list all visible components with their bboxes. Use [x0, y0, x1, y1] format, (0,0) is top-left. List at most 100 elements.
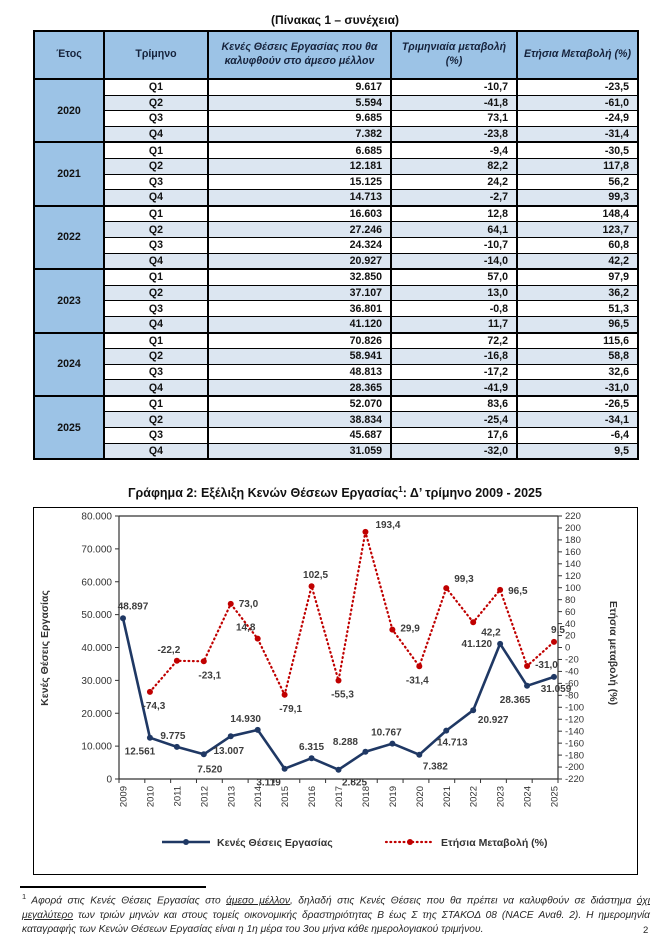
- table-row: 2022 Q1 16.603 12,8 148,4: [33, 204, 639, 270]
- table-row: Q4 31.059 -32,0 9,5: [34, 442, 639, 460]
- value-cell: 123,7: [516, 221, 639, 238]
- quarter-cell: Q2: [103, 221, 209, 238]
- right-axis-tick-label: -140: [565, 726, 584, 737]
- value-cell: 7.382: [207, 125, 392, 143]
- value-cell: 64,1: [390, 221, 518, 238]
- quarter-cell: Q3: [103, 363, 209, 381]
- value-cell: 58,8: [516, 348, 639, 365]
- right-axis-tick-label: 180: [565, 535, 581, 546]
- value-cell: 36.801: [207, 300, 392, 317]
- right-axis-tick-label: 120: [565, 571, 581, 582]
- data-point: [497, 640, 504, 647]
- value-cell: -16,8: [390, 348, 518, 365]
- table-body: 2020 Q1 9.617 -10,7 -23,5 Q2 5.594 -41,8 -61,0 Q3…: [33, 77, 639, 460]
- data-label: 7.520: [197, 764, 222, 775]
- data-point: [443, 585, 450, 592]
- value-cell: -9,4: [390, 141, 518, 159]
- x-axis-label: 2019: [388, 786, 399, 807]
- x-axis-label: 2012: [199, 786, 210, 807]
- data-label: -55,3: [331, 690, 354, 701]
- value-cell: 45.687: [207, 427, 392, 444]
- table-row: 2024 Q1 70.826 72,2 115,6: [33, 331, 639, 397]
- data-point: [497, 586, 504, 593]
- right-axis-tick-label: 100: [565, 583, 581, 594]
- quarter-cell: Q4: [103, 442, 209, 460]
- value-cell: 41.120: [207, 315, 392, 334]
- footnote-marker: 1: [22, 892, 27, 901]
- data-label: -23,1: [198, 670, 221, 681]
- value-cell: 28.365: [207, 379, 392, 397]
- right-axis-tick-label: -120: [565, 714, 584, 725]
- value-cell: 17,6: [390, 427, 518, 444]
- year-cell: 2023: [33, 268, 105, 334]
- right-axis-ticks: 220200180160140120100806040200-20-40-60-…: [558, 511, 584, 785]
- chart-legend: Κενές Θέσεις Εργασίας Ετήσια Μεταβολή (%): [162, 837, 547, 849]
- value-cell: 96,5: [516, 315, 639, 334]
- data-point: [443, 727, 450, 734]
- x-axis-label: 2015: [280, 786, 291, 807]
- data-label: 14,8: [236, 623, 256, 634]
- data-label: 8.288: [333, 737, 358, 748]
- data-point: [146, 688, 153, 695]
- table-row: Q4 7.382 -23,8 -31,4: [34, 125, 639, 143]
- value-cell: -6,4: [516, 427, 639, 444]
- x-axis-label: 2009: [119, 786, 130, 807]
- value-cell: -26,5: [516, 394, 639, 413]
- legend-marker-vacancies: [183, 839, 189, 845]
- table-row: Q3 24.324 -10,7 60,8: [34, 236, 639, 254]
- left-axis-tick-label: 10.000: [81, 742, 112, 753]
- value-cell: -34,1: [516, 411, 639, 429]
- value-cell: -2,7: [390, 189, 518, 207]
- value-cell: 57,0: [390, 268, 518, 286]
- footnote-segment: Αφορά στις Κενές Θέσεις Εργασίας στο: [31, 895, 227, 907]
- quarter-cell: Q1: [103, 141, 209, 159]
- data-point: [551, 638, 557, 645]
- footnote-underlined-text: όχι μεγαλύτερο: [22, 895, 650, 921]
- quarter-cell: Q2: [103, 411, 209, 429]
- left-axis-tick-label: 80.000: [81, 512, 112, 523]
- table-row: Q2 27.246 64,1 123,7: [34, 221, 639, 238]
- data-point: [173, 657, 180, 664]
- table-row: 2025 Q1 52.070 83,6 -26,5: [33, 394, 639, 460]
- chart-heading-footnote-ref: 1: [398, 485, 403, 494]
- value-cell: 32,6: [516, 363, 639, 381]
- value-cell: 52.070: [207, 394, 392, 413]
- table-header-row: Έτος Τρίμηνο Κενές Θέσεις Εργασίας που θα …: [33, 30, 639, 80]
- value-cell: 99,3: [516, 189, 639, 207]
- data-point: [254, 635, 261, 642]
- data-label: 20.927: [478, 715, 509, 726]
- legend-label-vacancies: Κενές Θέσεις Εργασίας: [217, 837, 333, 849]
- vacancies-table: Έτος Τρίμηνο Κενές Θέσεις Εργασίας που θα …: [33, 30, 639, 461]
- right-axis-tick-label: 60: [565, 607, 576, 618]
- quarter-cell: Q1: [103, 77, 209, 96]
- data-point: [362, 748, 369, 755]
- left-axis-title: Κενές Θέσεις Εργασίας: [39, 590, 51, 706]
- value-cell: 42,2: [516, 252, 639, 270]
- table-row: Q4 41.120 11,7 96,5: [34, 315, 639, 334]
- year-cell: 2020: [33, 77, 105, 143]
- data-point: [173, 743, 180, 750]
- data-label: 99,3: [454, 574, 474, 585]
- data-label: 73,0: [239, 599, 259, 610]
- table-row: Q3 9.685 73,1 -24,9: [34, 110, 639, 127]
- data-label: 193,4: [375, 520, 400, 531]
- table-row: Q2 37.107 13,0 36,2: [34, 284, 639, 302]
- value-cell: -41,8: [390, 94, 518, 112]
- data-label: 102,5: [303, 570, 328, 581]
- value-cell: 6.685: [207, 141, 392, 159]
- right-axis-tick-label: 200: [565, 523, 581, 534]
- value-cell: -10,7: [390, 236, 518, 254]
- year-cell: 2025: [33, 394, 105, 460]
- data-label: 41.120: [462, 639, 493, 650]
- right-axis-tick-label: 140: [565, 559, 581, 570]
- data-point: [308, 583, 315, 590]
- x-axis-label: 2021: [442, 786, 453, 807]
- table-row: 2023 Q1 32.850 57,0 97,9: [33, 268, 639, 334]
- column-header: Έτος: [33, 30, 105, 80]
- value-cell: 72,2: [390, 331, 518, 350]
- x-axis-label: 2020: [415, 786, 426, 807]
- value-cell: -31,4: [516, 125, 639, 143]
- left-axis-tick-label: 0: [106, 775, 112, 786]
- data-label: 96,5: [508, 586, 528, 597]
- legend-label-annual-change: Ετήσια Μεταβολή (%): [441, 837, 547, 849]
